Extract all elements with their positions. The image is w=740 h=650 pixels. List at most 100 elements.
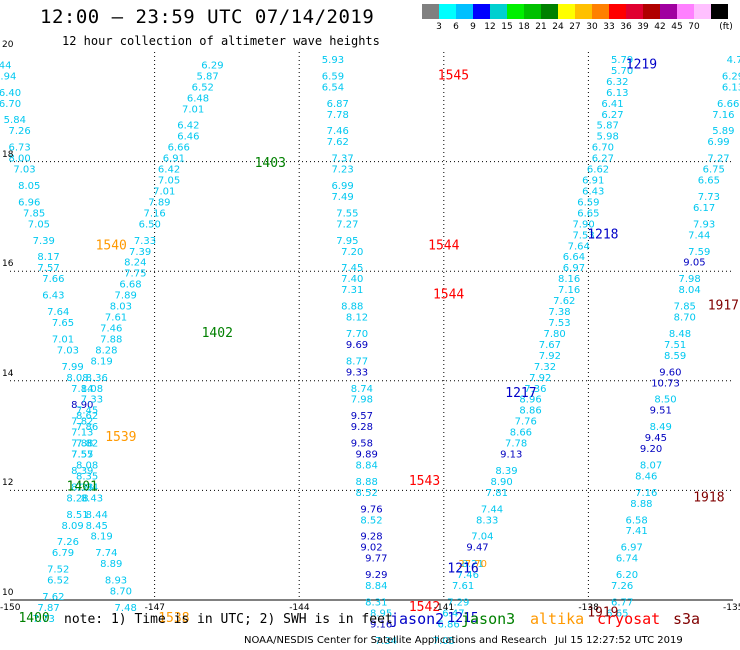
pass-time-label: 1219 xyxy=(626,57,657,72)
wave-height-value: 8.28 xyxy=(95,345,117,356)
color-scale-label: 27 xyxy=(569,22,581,32)
color-scale-label: 9 xyxy=(470,22,476,32)
wave-height-value: 7.34 xyxy=(375,636,397,647)
color-scale-label: 24 xyxy=(552,22,564,32)
wave-height-value: 6.65 xyxy=(606,608,628,619)
wave-height-value: 7.41 xyxy=(625,526,647,537)
wave-height-value: 27.70 xyxy=(458,559,487,570)
color-scale-label: 3 xyxy=(436,22,442,32)
wave-height-value: 8.35 xyxy=(76,471,98,482)
color-scale-label: 6 xyxy=(453,22,459,32)
wave-height-value: 5.87 xyxy=(597,121,619,132)
track-e: 4.776.296.136.667.165.896.997.276.756.65… xyxy=(606,55,740,619)
wave-height-value: 6.99 xyxy=(331,181,353,192)
x-tick-label: -141 xyxy=(433,603,455,613)
wave-height-value: 8.19 xyxy=(90,532,112,543)
wave-height-value: 6.40 xyxy=(0,88,21,99)
y-tick-label: 12 xyxy=(2,478,14,489)
wave-height-value: 8.49 xyxy=(650,422,672,433)
wave-height-value: 9.69 xyxy=(346,340,368,351)
legend-jason2: jason2 xyxy=(390,610,445,628)
color-swatch xyxy=(609,4,626,19)
wave-height-value: 7.23 xyxy=(331,165,353,176)
wave-height-value: 7.98 xyxy=(678,274,700,285)
wave-height-value: 7.01 xyxy=(52,334,74,345)
wave-height-value: 7.81 xyxy=(486,488,508,499)
color-swatch xyxy=(439,4,456,19)
color-swatch xyxy=(660,4,677,19)
wave-height-value: 8.52 xyxy=(360,515,382,526)
wave-height-value: 7.70 xyxy=(346,329,368,340)
wave-height-value: 7.61 xyxy=(105,313,127,324)
wave-height-value: 7.33 xyxy=(134,236,156,247)
wave-height-value: 8.66 xyxy=(510,428,532,439)
wave-height-value: 6.27 xyxy=(592,154,614,165)
wave-height-value: 6.70 xyxy=(592,143,614,154)
wave-height-value: 8.28 xyxy=(66,493,88,504)
wave-height-value: 7.55 xyxy=(336,208,358,219)
wave-height-value: 6.79 xyxy=(52,548,74,559)
wave-height-value: 7.33 xyxy=(81,395,103,406)
wave-height-value: 7.51 xyxy=(664,340,686,351)
color-swatch xyxy=(473,4,490,19)
wave-height-value: 7.45 xyxy=(341,263,363,274)
wave-height-value: 6.73 xyxy=(9,143,31,154)
wave-height-value: 8.39 xyxy=(495,466,517,477)
wave-height-value: 7.86 xyxy=(76,422,98,433)
color-scale-label: 12 xyxy=(484,22,496,32)
wave-height-value: 6.42 xyxy=(177,121,199,132)
wave-height-value: 7.38 xyxy=(548,307,570,318)
pass-time-label: 1217 xyxy=(505,386,536,401)
wave-height-value: 7.78 xyxy=(505,439,527,450)
wave-height-value: 9.51 xyxy=(650,406,672,417)
wave-height-value: 5.84 xyxy=(4,115,26,126)
y-tick-label: 14 xyxy=(2,368,14,379)
wave-height-value: 9.89 xyxy=(356,450,378,461)
color-scale-label: 30 xyxy=(586,22,598,32)
wave-height-value: 8.24 xyxy=(124,258,146,269)
wave-height-value: 7.67 xyxy=(539,340,561,351)
wave-height-value: 6.91 xyxy=(582,176,604,187)
wave-height-value: 8.36 xyxy=(86,373,108,384)
wave-height-value: 6.50 xyxy=(139,219,161,230)
wave-height-value: 6.66 xyxy=(717,99,739,110)
wave-height-value: 7.16 xyxy=(712,110,734,121)
generated-timestamp: Jul 15 12:27:52 UTC 2019 xyxy=(555,635,683,646)
wave-height-value: 7.85 xyxy=(23,208,45,219)
wave-height-value: 8.08 xyxy=(66,373,88,384)
wave-height-value: 7.88 xyxy=(100,334,122,345)
wave-height-value: 6.62 xyxy=(587,165,609,176)
wave-height-value: 7.66 xyxy=(42,274,64,285)
wave-height-value: 6.41 xyxy=(601,99,623,110)
wave-height-value: 6.65 xyxy=(698,176,720,187)
wave-height-value: 5.93 xyxy=(322,55,344,66)
color-scale-label: 36 xyxy=(620,22,632,32)
wave-height-value: 8.09 xyxy=(62,521,84,532)
y-tick-label: 10 xyxy=(2,588,14,598)
wave-height-value: 7.64 xyxy=(47,307,69,318)
track-b: 6.295.876.526.487.016.426.466.666.916.42… xyxy=(71,60,223,614)
wave-height-value: 7.53 xyxy=(572,230,594,241)
wave-height-value: 8.44 xyxy=(86,510,108,521)
wave-height-value: 8.33 xyxy=(71,482,93,493)
wave-height-value: 9.47 xyxy=(466,543,488,554)
wave-height-value: 6.17 xyxy=(693,203,715,214)
pass-time-label: 1917 xyxy=(708,299,739,314)
wave-height-value: 6.96 xyxy=(18,197,40,208)
wave-height-value: 8.74 xyxy=(351,384,373,395)
wave-height-value: 6.97 xyxy=(563,263,585,274)
pass-time-label: 1402 xyxy=(202,326,233,341)
wave-height-value: 6.66 xyxy=(168,143,190,154)
x-tick-label: -147 xyxy=(144,603,166,613)
wave-height-value: 7.93 xyxy=(693,219,715,230)
pass-time-label: 1216 xyxy=(447,562,478,577)
wave-height-value: 10.73 xyxy=(651,378,680,389)
wave-height-value: 7.05 xyxy=(433,636,455,647)
wave-height-value: 9.28 xyxy=(360,532,382,543)
wave-height-value: 8.70 xyxy=(674,313,696,324)
color-swatch xyxy=(711,4,728,19)
wave-height-value: 8.31 xyxy=(365,597,387,608)
wave-height-value: 7.01 xyxy=(182,104,204,115)
pass-time-label: 1403 xyxy=(255,156,286,171)
pass-time-label: 1545 xyxy=(438,68,469,83)
